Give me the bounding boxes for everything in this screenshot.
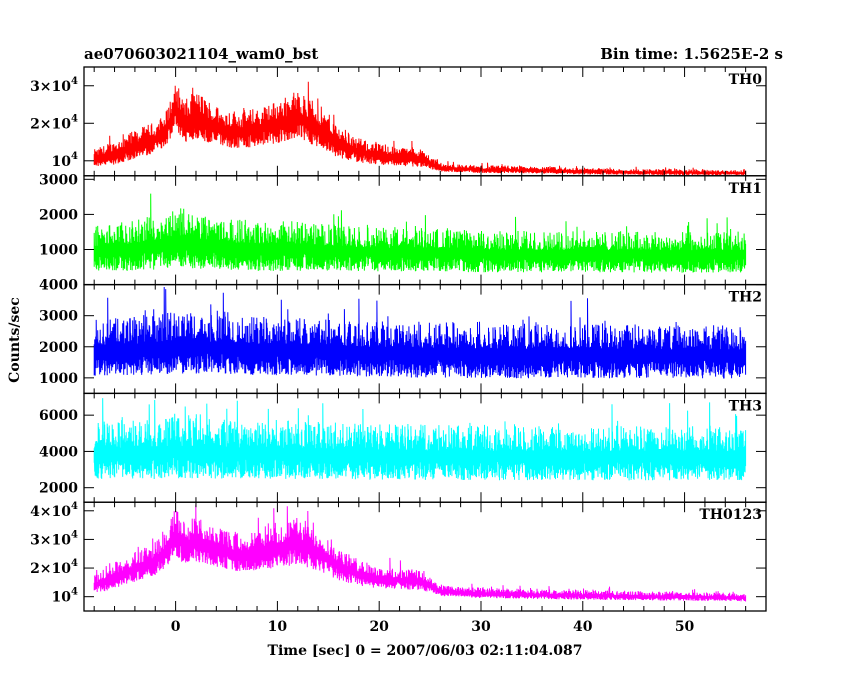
panels-group: TH0 104 2×104 3×104 TH1 1000 2000 3000 TH2 1000 20… (30, 66, 767, 635)
x-tick-label: 10 (268, 619, 288, 635)
series-line-th2 (93, 286, 747, 379)
y-tick-label: 2×104 (30, 113, 78, 132)
panel-label: TH1 (729, 181, 762, 197)
panel-th3: TH3 2000 4000 6000 (39, 392, 767, 503)
y-tick-label: 4000 (39, 444, 78, 460)
panel-th1: TH1 1000 2000 3000 (39, 172, 767, 286)
x-tick-label: 30 (471, 619, 491, 635)
y-tick-label: 4×104 (30, 501, 78, 520)
y-tick-label: 3×104 (30, 529, 78, 548)
panel-frame (83, 501, 767, 612)
y-tick-label: 4000 (39, 278, 78, 294)
y-tick-label: 2000 (39, 340, 78, 356)
panel-label: TH0 (729, 72, 763, 88)
y-tick-label: 2×104 (30, 558, 78, 577)
series-line-th0 (93, 81, 747, 176)
panel-th0: TH0 104 2×104 3×104 (30, 66, 767, 177)
x-tick-label: 40 (573, 619, 593, 635)
y-tick-label: 1000 (39, 243, 78, 259)
y-tick-label: 1000 (39, 371, 78, 387)
y-tick-label: 2000 (39, 481, 78, 497)
panel-label: TH0123 (699, 507, 762, 523)
x-tick-label: 20 (369, 619, 389, 635)
y-tick-label: 3000 (39, 309, 78, 325)
x-tick-label: 50 (675, 619, 695, 635)
series-line-th1 (93, 193, 747, 273)
y-tick-label: 3×104 (30, 76, 78, 95)
series-line-th0123 (93, 504, 747, 602)
series-line-th3 (93, 398, 747, 481)
chart-title: ae070603021104_wam0_bst (84, 45, 318, 63)
y-tick-label: 2000 (39, 207, 78, 223)
panel-th0123: TH0123 104 2×104 3×104 4×104 (30, 501, 767, 612)
y-axis-label: Counts/sec (7, 297, 23, 383)
x-axis-label: Time [sec] 0 = 2007/06/03 02:11:04.087 (268, 643, 583, 659)
y-tick-label: 104 (52, 587, 78, 606)
y-tick-label: 6000 (39, 408, 78, 424)
chart-subtitle: Bin time: 1.5625E-2 s (600, 45, 783, 63)
x-tick-label: 0 (171, 619, 181, 635)
y-tick-label: 104 (52, 151, 78, 170)
y-tick-label: 3000 (39, 172, 78, 188)
panel-label: TH2 (729, 290, 762, 306)
panel-th2: TH2 1000 2000 3000 4000 (39, 278, 767, 395)
panel-label: TH3 (729, 398, 762, 414)
